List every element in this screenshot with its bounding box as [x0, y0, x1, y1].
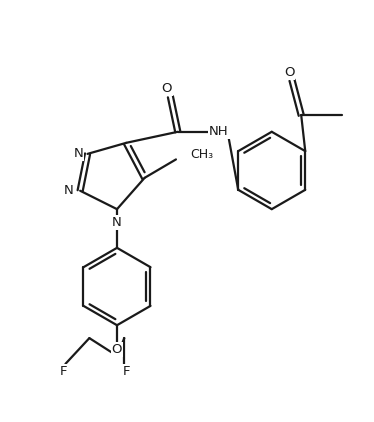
Text: F: F: [122, 365, 130, 378]
Text: O: O: [112, 343, 122, 356]
Text: O: O: [284, 65, 294, 78]
Text: N: N: [64, 184, 74, 197]
Text: O: O: [162, 82, 172, 95]
Text: CH₃: CH₃: [190, 149, 213, 162]
Text: NH: NH: [209, 125, 229, 138]
Text: N: N: [73, 147, 83, 160]
Text: N: N: [112, 216, 122, 229]
Text: F: F: [60, 365, 67, 378]
